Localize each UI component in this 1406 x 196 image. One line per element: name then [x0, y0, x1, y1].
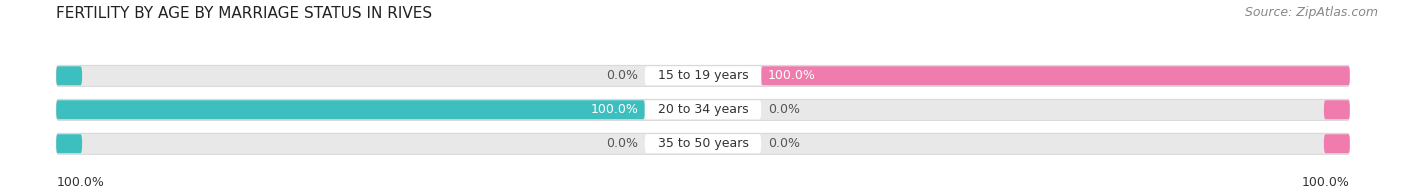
Text: 0.0%: 0.0%	[768, 137, 800, 150]
FancyBboxPatch shape	[56, 66, 82, 85]
FancyBboxPatch shape	[56, 134, 82, 153]
FancyBboxPatch shape	[56, 100, 645, 119]
FancyBboxPatch shape	[645, 66, 761, 85]
Text: Source: ZipAtlas.com: Source: ZipAtlas.com	[1244, 6, 1378, 19]
FancyBboxPatch shape	[645, 134, 761, 153]
FancyBboxPatch shape	[1324, 100, 1350, 119]
FancyBboxPatch shape	[56, 99, 1350, 120]
Text: 100.0%: 100.0%	[768, 69, 815, 82]
Text: 0.0%: 0.0%	[606, 137, 638, 150]
FancyBboxPatch shape	[761, 66, 1350, 85]
Text: 0.0%: 0.0%	[768, 103, 800, 116]
Text: 100.0%: 100.0%	[591, 103, 638, 116]
Text: 20 to 34 years: 20 to 34 years	[658, 103, 748, 116]
FancyBboxPatch shape	[645, 100, 761, 119]
Text: 15 to 19 years: 15 to 19 years	[658, 69, 748, 82]
Text: 35 to 50 years: 35 to 50 years	[658, 137, 748, 150]
FancyBboxPatch shape	[56, 133, 1350, 154]
Text: 0.0%: 0.0%	[606, 69, 638, 82]
Text: 100.0%: 100.0%	[1302, 176, 1350, 189]
Text: FERTILITY BY AGE BY MARRIAGE STATUS IN RIVES: FERTILITY BY AGE BY MARRIAGE STATUS IN R…	[56, 6, 433, 21]
FancyBboxPatch shape	[1324, 134, 1350, 153]
FancyBboxPatch shape	[56, 65, 1350, 86]
Text: 100.0%: 100.0%	[56, 176, 104, 189]
